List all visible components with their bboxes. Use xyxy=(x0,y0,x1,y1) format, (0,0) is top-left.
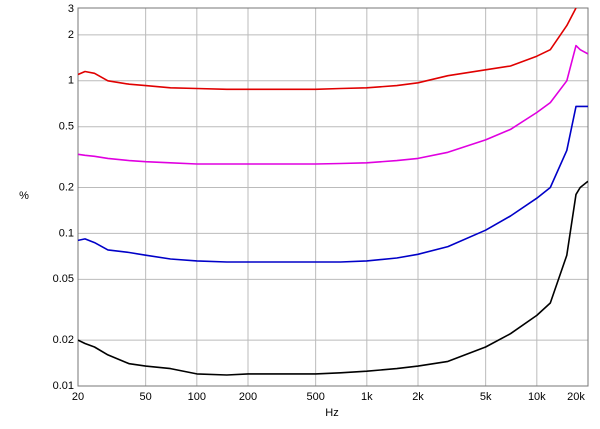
x-axis-label: Hz xyxy=(325,407,338,419)
x-tick-label: 5k xyxy=(480,391,492,403)
y-tick-label: 0.5 xyxy=(59,121,74,133)
x-tick-label: 20k xyxy=(567,391,585,403)
x-tick-label: 20 xyxy=(72,391,84,403)
y-tick-label: 1 xyxy=(68,75,74,87)
x-tick-label: 200 xyxy=(239,391,257,403)
x-tick-label: 500 xyxy=(306,391,324,403)
series-line xyxy=(78,105,588,263)
series-line xyxy=(78,8,577,91)
y-tick-label: 0.02 xyxy=(53,334,74,346)
y-tick-label: 0.1 xyxy=(59,227,74,239)
x-tick-label: 1k xyxy=(361,391,373,403)
y-tick-label: 0.2 xyxy=(59,181,74,193)
y-tick-label: 0.01 xyxy=(53,380,74,392)
x-tick-label: 2k xyxy=(412,391,424,403)
x-tick-label: 100 xyxy=(188,391,206,403)
y-tick-label: 2 xyxy=(68,29,74,41)
x-tick-label: 50 xyxy=(140,391,152,403)
y-axis-label: % xyxy=(19,190,29,202)
plot-frame xyxy=(77,7,589,387)
y-tick-label: 0.05 xyxy=(53,273,74,285)
x-tick-label: 10k xyxy=(528,391,546,403)
series-line xyxy=(78,44,588,165)
y-tick-label: 3 xyxy=(68,3,74,15)
series-line xyxy=(78,180,588,376)
